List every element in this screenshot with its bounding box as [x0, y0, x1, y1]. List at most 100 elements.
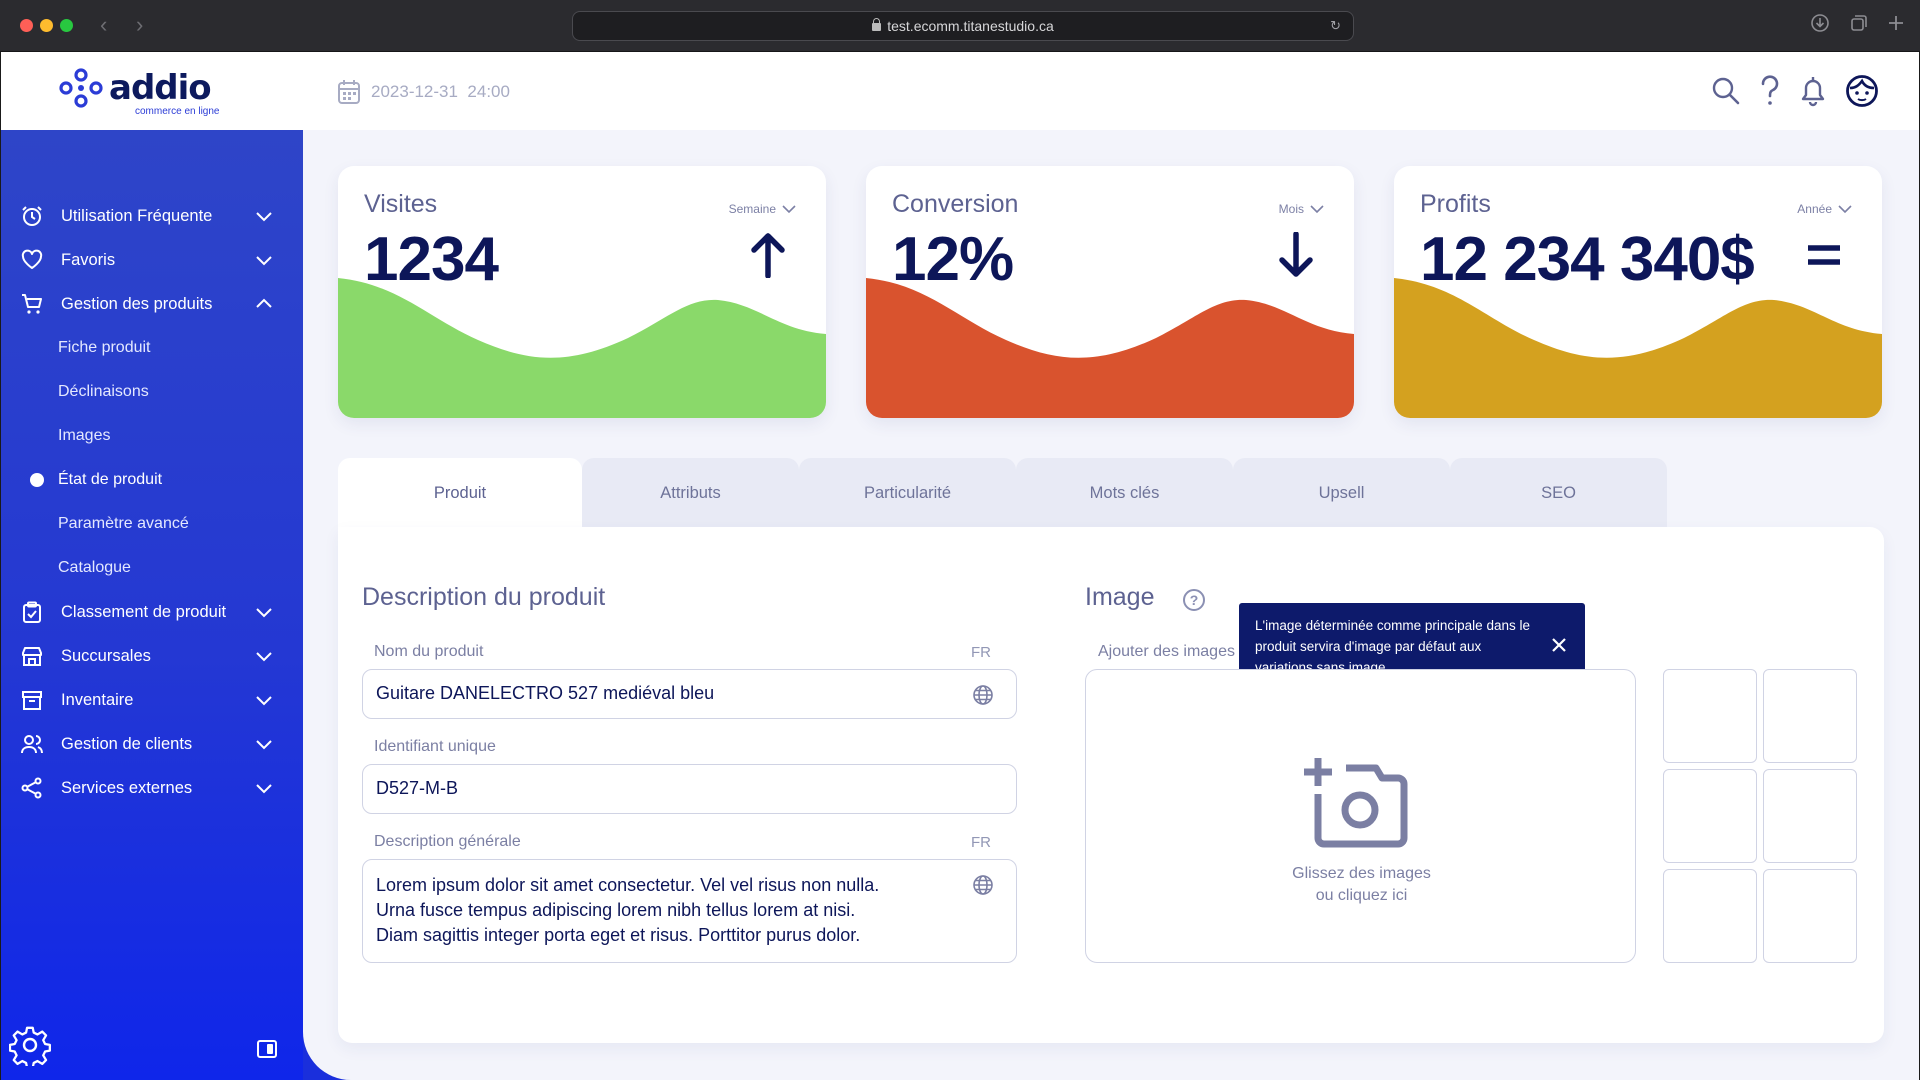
- tab-upsell[interactable]: Upsell: [1233, 458, 1450, 530]
- kpi-wave-chart: [866, 278, 1354, 418]
- sidebar-subitem-label: Images: [58, 427, 111, 444]
- description-line: Lorem ipsum dolor sit amet consectetur. …: [376, 875, 880, 895]
- kpi-card-visits: Visites 1234 Semaine: [338, 166, 826, 418]
- sidebar-subitem-product-sheet[interactable]: Fiche produit: [1, 326, 303, 370]
- image-thumbnail-slot[interactable]: [1663, 669, 1757, 763]
- dropzone-line: ou cliquez ici: [1315, 887, 1408, 904]
- sidebar-subitem-advanced-settings[interactable]: Paramètre avancé: [1, 502, 303, 546]
- help-circle-icon[interactable]: ?: [1183, 589, 1205, 611]
- tab-produit[interactable]: Produit: [338, 458, 582, 530]
- sidebar-subitem-catalogue[interactable]: Catalogue: [1, 546, 303, 590]
- sidebar-subitem-label: Catalogue: [58, 559, 131, 576]
- sidebar-item-classification[interactable]: Classement de produit: [1, 590, 303, 634]
- sidebar-item-label: Services externes: [61, 778, 193, 797]
- sidebar-item-inventory[interactable]: Inventaire: [1, 678, 303, 722]
- image-thumbnail-slot[interactable]: [1763, 869, 1857, 963]
- kpi-title: Conversion: [892, 190, 1019, 218]
- clipboard-icon: [23, 601, 41, 623]
- sidebar-item-clients[interactable]: Gestion de clients: [1, 722, 303, 766]
- help-icon[interactable]: [1759, 75, 1781, 107]
- kpi-value: 1234: [364, 225, 499, 294]
- unique-id-value: D527-M-B: [376, 778, 459, 798]
- reload-icon[interactable]: ↻: [1330, 18, 1341, 33]
- bell-icon[interactable]: [1799, 75, 1827, 107]
- tab-seo[interactable]: SEO: [1450, 458, 1667, 530]
- heart-icon: [21, 249, 43, 269]
- chevron-down-icon: [256, 740, 272, 750]
- new-tab-icon[interactable]: [1886, 13, 1906, 33]
- clock-icon: [22, 206, 42, 226]
- image-thumbnail-slot[interactable]: [1763, 669, 1857, 763]
- sidebar-item-favorites[interactable]: Favoris: [1, 238, 303, 282]
- general-description-label: Description générale: [374, 833, 521, 850]
- minimize-window-button[interactable]: [40, 19, 53, 32]
- sidebar-item-external-services[interactable]: Services externes: [1, 766, 303, 810]
- sidebar-subitem-variants[interactable]: Déclinaisons: [1, 370, 303, 414]
- kpi-title: Visites: [364, 190, 438, 218]
- chevron-up-icon: [256, 298, 272, 308]
- product-name-label: Nom du produit: [374, 643, 484, 660]
- forward-arrow-icon[interactable]: ›: [136, 12, 144, 37]
- description-line: Diam sagittis integer porta eget et risu…: [376, 925, 861, 945]
- sidebar-subitem-images[interactable]: Images: [1, 414, 303, 458]
- browser-chrome: ‹ › test.ecomm.titanestudio.ca ↻: [0, 0, 1920, 52]
- sidebar-subitem-product-state[interactable]: État de produit: [1, 458, 303, 502]
- search-icon[interactable]: [1711, 76, 1741, 106]
- top-icons: [1711, 74, 1879, 108]
- sidebar-subitem-label: État de produit: [58, 471, 163, 488]
- address-bar[interactable]: test.ecomm.titanestudio.ca ↻: [572, 11, 1354, 41]
- logo[interactable]: addio commerce en ligne: [57, 66, 227, 118]
- gear-icon[interactable]: [9, 1024, 51, 1066]
- calendar-icon: [338, 80, 360, 104]
- back-arrow-icon[interactable]: ‹: [100, 12, 108, 37]
- sidebar-item-branches[interactable]: Succursales: [1, 634, 303, 678]
- period-dropdown[interactable]: Semaine: [729, 202, 796, 216]
- globe-icon[interactable]: [972, 874, 994, 896]
- equal-icon: [1808, 245, 1840, 265]
- add-images-label: Ajouter des images: [1098, 643, 1235, 660]
- image-thumbnail-slot[interactable]: [1763, 769, 1857, 863]
- sidebar-subitem-label: Déclinaisons: [58, 383, 149, 400]
- user-avatar-icon[interactable]: [1845, 74, 1879, 108]
- image-thumbnail-slot[interactable]: [1663, 769, 1757, 863]
- period-dropdown[interactable]: Mois: [1279, 202, 1324, 216]
- period-label: Mois: [1278, 202, 1304, 216]
- arrow-up-icon: [751, 233, 785, 278]
- download-icon[interactable]: [1810, 13, 1830, 33]
- chevron-down-icon: [256, 652, 272, 662]
- maximize-window-button[interactable]: [60, 19, 73, 32]
- url-text: test.ecomm.titanestudio.ca: [887, 18, 1054, 34]
- unique-id-input[interactable]: D527-M-B: [362, 764, 1017, 814]
- kpi-card-profits: Profits 12 234 340$ Année: [1394, 166, 1882, 418]
- language-tag: FR: [971, 834, 991, 851]
- image-thumbnail-slot[interactable]: [1663, 869, 1757, 963]
- tabs-overview-icon[interactable]: [1849, 13, 1869, 33]
- cart-icon: [22, 294, 42, 314]
- sidebar-item-label: Utilisation Fréquente: [61, 206, 213, 225]
- chevron-down-icon: [256, 256, 272, 266]
- period-dropdown[interactable]: Année: [1797, 202, 1852, 216]
- sidebar-item-label: Classement de produit: [61, 602, 227, 621]
- period-label: Semaine: [728, 202, 776, 216]
- lock-icon: [872, 18, 882, 31]
- tab-mots-cles[interactable]: Mots clés: [1016, 458, 1233, 530]
- product-name-input[interactable]: Guitare DANELECTRO 527 mediéval bleu: [362, 669, 1017, 719]
- archive-icon: [22, 691, 42, 710]
- period-label: Année: [1797, 202, 1832, 216]
- image-dropzone[interactable]: Glissez des images ou cliquez ici: [1085, 669, 1636, 963]
- tab-attributs[interactable]: Attributs: [582, 458, 799, 530]
- kpi-wave-chart: [338, 278, 826, 418]
- close-window-button[interactable]: [20, 19, 33, 32]
- globe-icon[interactable]: [972, 684, 994, 706]
- tab-particularite[interactable]: Particularité: [799, 458, 1016, 530]
- sidebar-collapse-icon[interactable]: [257, 1040, 277, 1058]
- chevron-down-icon: [782, 205, 796, 214]
- store-icon: [22, 647, 42, 666]
- sidebar-item-frequent[interactable]: Utilisation Fréquente: [1, 194, 303, 238]
- section-title-image: Image: [1085, 583, 1155, 611]
- sidebar-item-products[interactable]: Gestion des produits: [1, 282, 303, 326]
- general-description-textarea[interactable]: Lorem ipsum dolor sit amet consectetur. …: [362, 859, 1017, 963]
- date-time-display[interactable]: 2023-12-31 24:00: [337, 78, 510, 106]
- sidebar-item-label: Succursales: [61, 646, 151, 665]
- close-icon[interactable]: [1551, 637, 1567, 653]
